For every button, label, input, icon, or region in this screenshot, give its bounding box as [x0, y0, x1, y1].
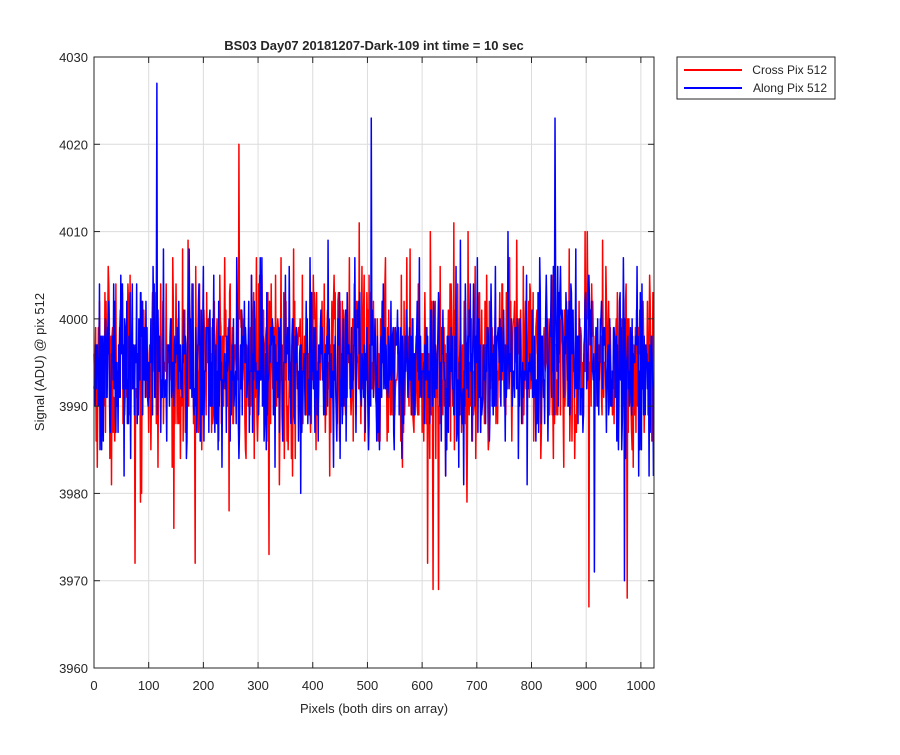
- ticks: 0 100 200 300 400 500 600 700 800 900 1000 3960 3970…: [59, 50, 655, 693]
- y-tick-label: 3960: [59, 661, 88, 676]
- legend: Cross Pix 512 Along Pix 512: [676, 56, 836, 100]
- x-tick-label: 1000: [626, 678, 655, 693]
- x-tick-label: 0: [90, 678, 97, 693]
- x-tick-label: 500: [357, 678, 379, 693]
- x-tick-label: 600: [411, 678, 433, 693]
- x-tick-label: 400: [302, 678, 324, 693]
- y-tick-label: 4010: [59, 225, 88, 240]
- y-tick-label: 4030: [59, 50, 88, 65]
- x-axis-label: Pixels (both dirs on array): [300, 701, 448, 716]
- legend-label-along: Along Pix 512: [753, 81, 827, 95]
- legend-box: [676, 56, 836, 100]
- y-tick-label: 4020: [59, 137, 88, 152]
- series-line-along: [93, 82, 655, 582]
- x-tick-label: 200: [193, 678, 215, 693]
- legend-label-cross: Cross Pix 512: [752, 63, 827, 77]
- x-tick-label: 300: [247, 678, 269, 693]
- series-layer: [93, 82, 655, 608]
- y-tick-label: 3970: [59, 574, 88, 589]
- x-tick-label: 100: [138, 678, 160, 693]
- y-tick-label: 3980: [59, 486, 88, 501]
- y-tick-label: 3990: [59, 399, 88, 414]
- x-tick-label: 800: [521, 678, 543, 693]
- y-tick-label: 4000: [59, 312, 88, 327]
- chart-title: BS03 Day07 20181207-Dark-109 int time = …: [224, 38, 524, 53]
- x-tick-label: 700: [466, 678, 488, 693]
- x-tick-label: 900: [575, 678, 597, 693]
- y-axis-label: Signal (ADU) @ pix 512: [32, 293, 47, 431]
- plot-frame: [93, 56, 655, 669]
